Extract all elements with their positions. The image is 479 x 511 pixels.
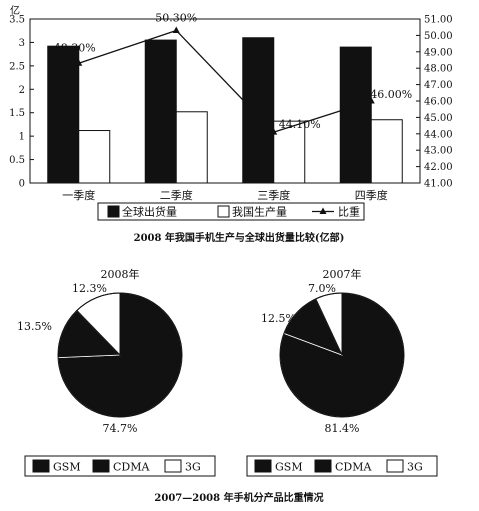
x-category-label: 三季度 [257, 188, 290, 202]
legend-box [97, 202, 365, 221]
pie-legend-swatch [254, 459, 272, 473]
legend-swatch [217, 205, 230, 218]
y-left-tick-label: 2 [19, 85, 25, 96]
bar-chart-legend: 全球出货量 我国生产量 比重 [97, 202, 365, 221]
legend-label: 全球出货量 [122, 205, 177, 219]
pie-slice-label: 74.7% [103, 422, 138, 435]
x-category-label: 四季度 [355, 188, 388, 202]
bar-china-production [273, 120, 306, 184]
bar-china-production [175, 111, 208, 184]
pie-legend-swatch [314, 459, 332, 473]
pie-outline [279, 292, 405, 418]
pie-legend: GSM CDMA 3G [24, 455, 216, 477]
pie-title: 2007年 [323, 267, 362, 281]
y-right-tick-label: 41.00 [424, 179, 453, 190]
bar-global-shipment [144, 39, 177, 184]
pie-legend-label: 3G [407, 461, 423, 474]
share-data-label: 48.30% [54, 41, 96, 54]
y-right-tick-label: 42.00 [424, 162, 453, 173]
legend-marker [319, 207, 327, 214]
bar-global-shipment [47, 45, 80, 184]
y-right-tick-label: 49.00 [424, 47, 453, 58]
share-point-marker [367, 97, 375, 104]
pie-slice-label: 12.3% [72, 282, 107, 295]
y-left-tick-label: 3.5 [9, 15, 25, 26]
bar-global-shipment [242, 37, 275, 184]
pie-charts-caption: 2007—2008 年手机分产品比重情况 [154, 491, 323, 504]
bar-china-production [370, 119, 403, 184]
bar-line-chart: 亿 0 0.5 1 1.5 2 2.5 3 3.5 41.00 42.00 43.00 44.00 45.… [9, 4, 453, 221]
y-left-tick-label: 2.5 [9, 61, 25, 72]
y-left-tick-label: 0.5 [9, 155, 25, 166]
pie-legend-label: GSM [53, 461, 81, 474]
share-data-label: 46.00% [370, 88, 412, 101]
bar-chart-title: 2008 年我国手机生产与全球出货量比较(亿部) [134, 231, 345, 244]
y-left-unit-label: 亿 [10, 4, 20, 17]
pie-slice-label: 81.4% [325, 422, 360, 435]
y-right-tick-label: 46.00 [424, 97, 453, 108]
y-right-tick-label: 43.00 [424, 146, 453, 157]
pie-legend-label: GSM [275, 461, 303, 474]
share-line [78, 29, 372, 133]
y-left-tick-label: 3 [19, 38, 25, 49]
legend-label: 比重 [338, 205, 360, 219]
y-left-tick-label: 0 [19, 179, 25, 190]
pie-outline [57, 292, 183, 418]
pie-legend-swatch [164, 459, 182, 473]
y-left-tick-label: 1 [19, 132, 25, 143]
legend-swatch [107, 205, 120, 218]
pie-legend-swatch [386, 459, 404, 473]
pie-legend-swatch [32, 459, 50, 473]
pie-slice-label: 13.5% [17, 320, 52, 333]
pie-legend-label: CDMA [335, 461, 372, 474]
pie-chart-2008: 2008年 74.7% 13.5% 12.3% GSM CDMA 3G [17, 267, 216, 477]
y-left-tick-label: 1.5 [9, 108, 25, 119]
x-category-label: 二季度 [160, 188, 193, 202]
y-right-tick-label: 47.00 [424, 80, 453, 91]
pie-slice-label: 7.0% [308, 282, 336, 295]
pie-legend-swatch [92, 459, 110, 473]
pie-chart-2007: 2007年 81.4% 12.5% 7.0% GSM CDMA 3G [246, 267, 438, 477]
y-right-tick-label: 50.00 [424, 31, 453, 42]
y-right-tick-label: 48.00 [424, 64, 453, 75]
pie-title: 2008年 [101, 267, 140, 281]
share-data-label: 50.30% [155, 11, 197, 24]
pie-legend-label: 3G [185, 461, 201, 474]
pie-legend-label: CDMA [113, 461, 150, 474]
x-category-label: 一季度 [62, 188, 95, 202]
bar-global-shipment [339, 46, 372, 184]
share-point-marker [172, 26, 180, 33]
legend-label: 我国生产量 [232, 205, 287, 219]
share-point-marker [75, 59, 83, 66]
share-data-label: 44.10% [279, 118, 321, 131]
pie-legend: GSM CDMA 3G [246, 455, 438, 477]
y-right-tick-label: 44.00 [424, 129, 453, 140]
share-point-marker [270, 128, 278, 135]
pie-slice-label: 12.5% [261, 312, 296, 325]
y-right-tick-label: 45.00 [424, 113, 453, 124]
y-right-tick-label: 51.00 [424, 15, 453, 26]
bar-china-production [78, 130, 111, 184]
